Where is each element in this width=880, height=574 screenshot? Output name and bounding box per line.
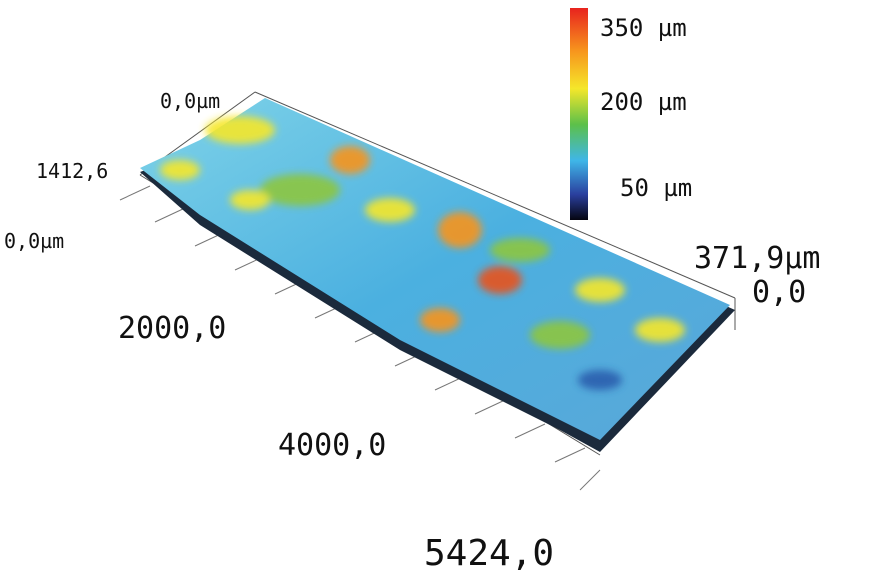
axis-label: 1412,6 (36, 159, 108, 183)
axis-label: 0,0 (752, 275, 806, 310)
surface (140, 98, 735, 452)
axis-label: 4000,0 (278, 428, 386, 463)
page: 350 µm 200 µm 50 µm 0,0µm 1412,6 0,0µm 2… (0, 0, 880, 574)
colorbar-label: 50 µm (620, 174, 692, 202)
axis-label: 2000,0 (118, 311, 226, 346)
axis-label: 0,0µm (160, 89, 220, 113)
colorbar-label: 350 µm (600, 14, 687, 42)
colorbar (570, 8, 588, 220)
axis-label: 0,0µm (4, 229, 64, 253)
surface-plot: 350 µm 200 µm 50 µm 0,0µm 1412,6 0,0µm 2… (0, 0, 880, 574)
axis-label: 5424,0 (424, 533, 554, 574)
axis-label: 371,9µm (694, 241, 820, 276)
colorbar-label: 200 µm (600, 88, 687, 116)
